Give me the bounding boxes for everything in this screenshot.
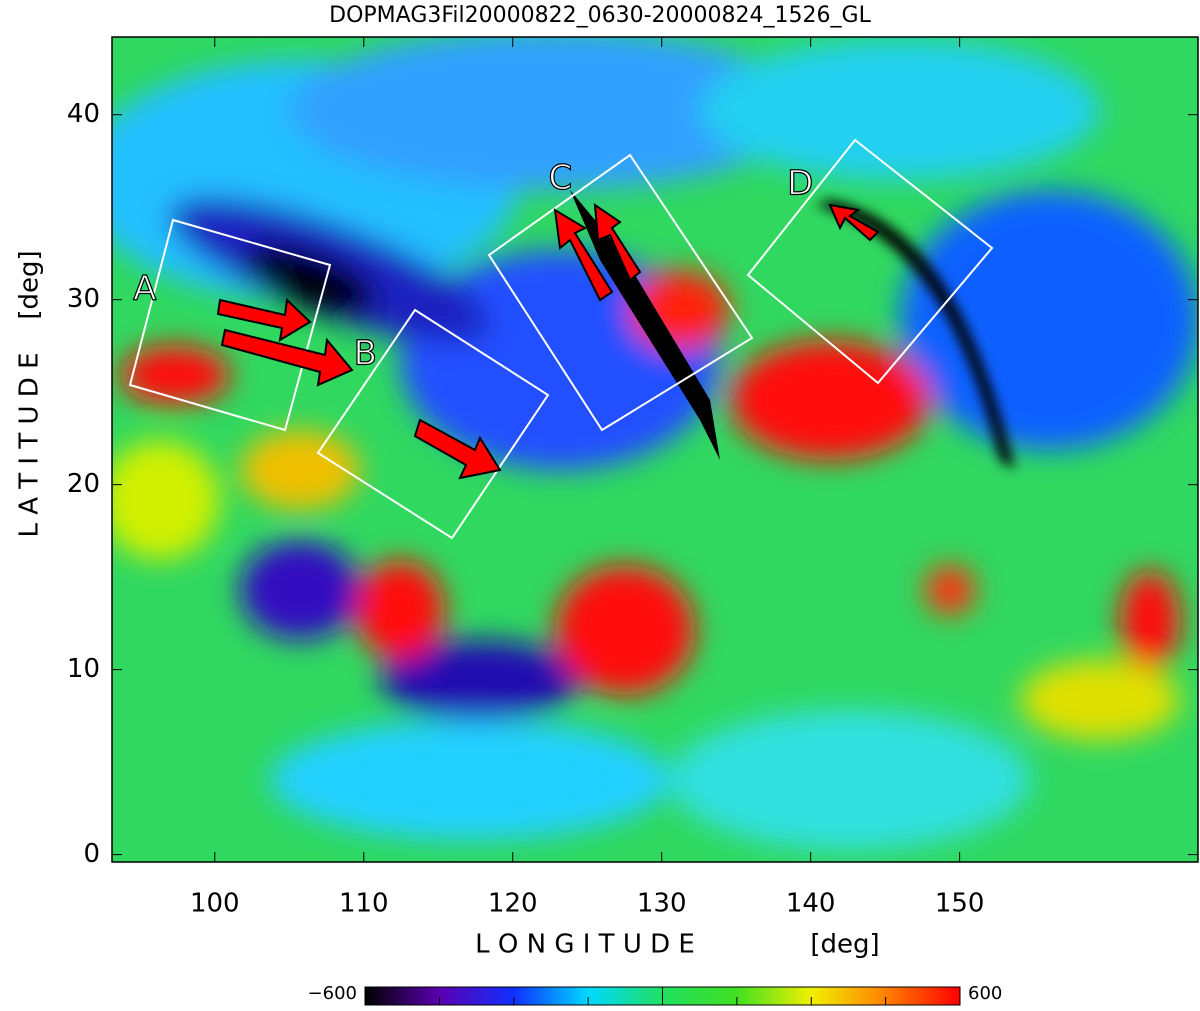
colorbar-tick-label: 600 [968,983,1002,1004]
x-tick-label: 100 [190,889,240,919]
x-axis-unit: [deg] [810,930,879,960]
x-tick-label: 110 [339,889,389,919]
annotation: B [354,334,377,374]
annotation: A [133,269,156,309]
chart-title: DOPMAG3Fil20000822_0630-20000824_1526_GL [329,3,871,28]
x-axis-label: L O N G I T U D E [475,930,695,960]
heatmap [112,37,1198,862]
y-tick-label: 30 [67,284,100,314]
y-tick-label: 40 [67,99,100,129]
plot-frame [111,36,1199,863]
annotation: C [549,158,573,198]
x-tick-label: 140 [786,889,836,919]
x-tick-label: 120 [488,889,538,919]
y-tick-label: 0 [83,839,100,869]
y-axis-unit: [deg] [15,250,45,319]
annotation: D [787,163,813,203]
y-tick-label: 10 [67,654,100,684]
y-axis-label: L A T I T U D E [15,352,45,537]
y-tick-label: 20 [67,469,100,499]
x-tick-label: 130 [637,889,687,919]
x-tick-label: 150 [935,889,985,919]
colorbar-tick-label: −600 [308,983,357,1004]
